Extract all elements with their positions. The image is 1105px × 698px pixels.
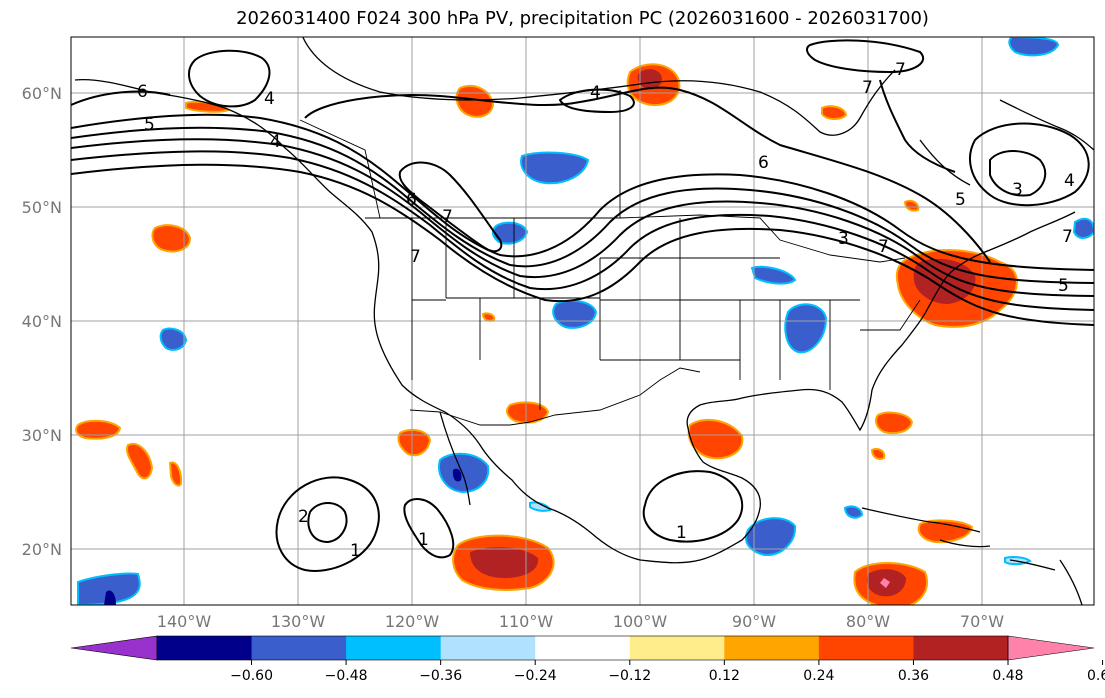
latitude-labels: 60°N 50°N 40°N 30°N 20°N <box>22 84 62 559</box>
colorbar-segment <box>157 636 253 660</box>
precip-positive-area <box>917 519 974 544</box>
contour-label: 6 <box>406 190 417 210</box>
contour-label: 7 <box>442 207 453 227</box>
precip-negative-area <box>843 505 864 519</box>
contour-labels: 6 4 5 4 6 6 7 4 7 7 3 4 5 5 3 7 7 2 1 1 … <box>137 60 1075 561</box>
colorbar-segment <box>913 636 1009 660</box>
precip-negative-area <box>159 327 188 351</box>
contour-label: 1 <box>418 530 429 550</box>
precip-core-area <box>470 547 539 578</box>
colorbar-segment <box>818 636 914 660</box>
colorbar-extend-low <box>70 635 158 661</box>
precip-positive-area <box>75 419 122 440</box>
colorbar-tick-label: −0.36 <box>419 668 462 684</box>
contour-label: 7 <box>862 78 873 98</box>
contour-label: 7 <box>410 247 421 267</box>
precip-positive-area <box>821 105 848 120</box>
map-frame <box>70 36 1095 606</box>
colorbar-segment <box>346 636 442 660</box>
precip-core-negative-area <box>452 468 462 482</box>
colorbar-segment <box>629 636 725 660</box>
colorbar-tick-label: 0.12 <box>709 668 740 684</box>
contour-label: 3 <box>838 229 849 249</box>
pv-contours <box>71 39 1094 572</box>
lon-label: 130°W <box>271 612 326 631</box>
map-title: 2026031400 F024 300 hPa PV, precipitatio… <box>236 8 929 29</box>
precip-negative-area <box>491 221 529 245</box>
precip-positive-area <box>397 428 432 457</box>
political-borders <box>299 90 921 426</box>
map-panel: 6 4 5 4 6 6 7 4 7 7 3 4 5 5 3 7 7 2 1 1 … <box>71 37 1094 605</box>
contour-label: 7 <box>878 237 889 257</box>
precip-positive-area <box>185 100 230 113</box>
colorbar-segment <box>535 636 631 660</box>
precip-negative-area <box>1072 217 1094 239</box>
colorbar-tick-label: 0.60 <box>1087 668 1105 684</box>
colorbar-tick-label: 0.48 <box>992 668 1023 684</box>
colorbar-tick-label: 0.24 <box>803 668 834 684</box>
colorbar-tick-label: −0.60 <box>230 668 273 684</box>
contour-label: 6 <box>758 153 769 173</box>
precip-negative-area <box>1008 37 1060 57</box>
colorbar-tick-label: −0.48 <box>325 668 368 684</box>
lon-label: 140°W <box>157 612 212 631</box>
colorbar-segment <box>251 636 347 660</box>
precip-positive-area <box>875 411 914 435</box>
colorbar-tick-label: −0.24 <box>514 668 557 684</box>
lat-label: 60°N <box>22 84 62 103</box>
colorbar: −0.60 −0.48 −0.36 −0.24 −0.12 0.12 0.24 0.36 0.4… <box>70 635 1105 684</box>
precip-positive-area <box>168 461 183 487</box>
precip-positive-area <box>151 224 192 253</box>
contour-label: 4 <box>1064 171 1075 191</box>
precip-core-area <box>637 69 662 90</box>
contour-label: 1 <box>350 541 361 561</box>
contour-label: 1 <box>676 523 687 543</box>
gridlines <box>71 37 1094 605</box>
longitude-labels: 140°W 130°W 120°W 110°W 100°W 90°W 80°W … <box>157 612 1004 631</box>
contour-label: 4 <box>270 132 281 152</box>
colorbar-tick-label: 0.36 <box>898 668 929 684</box>
lon-label: 70°W <box>960 612 1004 631</box>
precip-core-negative-area <box>104 590 116 605</box>
colorbar-extend-high <box>1007 635 1095 661</box>
contour-label: 5 <box>955 190 966 210</box>
contour-label: 4 <box>264 89 275 109</box>
precip-negative-area <box>784 303 828 354</box>
contour-label: 4 <box>590 83 601 103</box>
lon-label: 90°W <box>732 612 776 631</box>
precip-negative-area <box>750 265 797 285</box>
contour-label: 7 <box>895 60 906 80</box>
precip-positive-area <box>455 85 495 118</box>
precip-negative-area <box>438 452 490 494</box>
lat-label: 40°N <box>22 312 62 331</box>
colorbar-segment <box>724 636 820 660</box>
precip-positive-area <box>126 442 154 480</box>
precip-negative-area <box>552 299 598 329</box>
colorbar-outline <box>156 635 1009 661</box>
contour-label: 3 <box>1012 180 1023 200</box>
contour-label: 6 <box>137 82 148 102</box>
contour-label: 5 <box>144 115 155 135</box>
contour-label: 7 <box>1062 227 1073 247</box>
precip-extreme-area <box>880 578 890 588</box>
lon-label: 100°W <box>613 612 668 631</box>
precip-positive-area <box>506 401 550 424</box>
lon-label: 80°W <box>846 612 890 631</box>
lon-label: 110°W <box>499 612 554 631</box>
precip-positive-area <box>870 448 886 460</box>
contour-label: 2 <box>298 507 309 527</box>
coastlines <box>74 37 1094 605</box>
precip-positive-area <box>481 312 496 322</box>
precip-negative-area <box>745 517 797 557</box>
contour-label: 5 <box>1058 276 1069 296</box>
lon-label: 120°W <box>385 612 440 631</box>
lat-label: 30°N <box>22 426 62 445</box>
colorbar-segment <box>440 636 536 660</box>
colorbar-tick-label: −0.12 <box>608 668 651 684</box>
lat-label: 50°N <box>22 198 62 217</box>
lat-label: 20°N <box>22 540 62 559</box>
